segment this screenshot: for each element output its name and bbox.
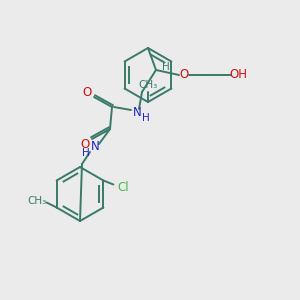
Text: O: O (82, 85, 91, 98)
Text: CH₃: CH₃ (27, 196, 46, 206)
Text: N: N (91, 140, 99, 154)
Text: O: O (179, 68, 189, 82)
Text: H: H (162, 62, 170, 72)
Text: Cl: Cl (118, 181, 129, 194)
Text: H: H (142, 113, 150, 123)
Text: OH: OH (229, 68, 247, 82)
Text: CH₃: CH₃ (138, 80, 158, 90)
Text: N: N (133, 106, 141, 118)
Text: H: H (82, 148, 90, 158)
Text: O: O (80, 137, 90, 151)
